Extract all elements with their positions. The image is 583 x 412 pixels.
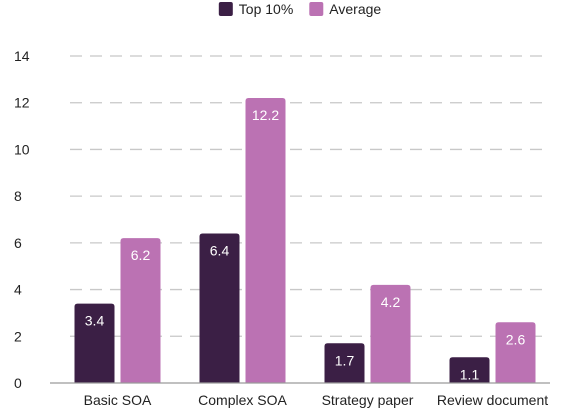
legend-label-average: Average xyxy=(329,1,381,17)
data-label-top-10-basic-soa: 3.4 xyxy=(85,313,105,329)
legend: Top 10% Average xyxy=(218,1,381,17)
legend-swatch-top-10 xyxy=(218,2,233,16)
data-label-average-review-document: 2.6 xyxy=(506,331,526,347)
bar-average-complex-soa xyxy=(245,98,286,384)
data-label-average-strategy-paper: 4.2 xyxy=(381,294,401,310)
bar-top-10-strategy-paper xyxy=(324,343,365,383)
y-tick-label-4: 4 xyxy=(14,282,22,298)
y-tick-label-6: 6 xyxy=(14,235,22,251)
bar-top-10-basic-soa xyxy=(74,303,115,383)
x-tick-label-strategy-paper: Strategy paper xyxy=(322,392,414,408)
x-axis: Basic SOA Complex SOA Strategy paper Review… xyxy=(50,382,550,408)
y-tick-label-14: 14 xyxy=(14,48,30,64)
y-axis: 0 2 4 6 8 10 12 14 xyxy=(14,48,30,391)
bar-average-review-document xyxy=(495,322,536,383)
legend-label-top-10: Top 10% xyxy=(239,1,293,17)
bar-average-basic-soa xyxy=(120,238,161,383)
data-label-top-10-complex-soa: 6.4 xyxy=(210,243,230,259)
data-label-top-10-strategy-paper: 1.7 xyxy=(335,352,355,368)
y-tick-label-8: 8 xyxy=(14,188,22,204)
data-label-top-10-review-document: 1.1 xyxy=(460,366,480,382)
bars: 3.4 6.2 6.4 12.2 1.7 4.2 1.1 2.6 xyxy=(74,98,536,384)
y-tick-label-0: 0 xyxy=(14,375,22,391)
x-tick-label-complex-soa: Complex SOA xyxy=(198,392,287,408)
data-label-average-basic-soa: 6.2 xyxy=(131,247,151,263)
y-tick-label-12: 12 xyxy=(14,95,30,111)
y-tick-label-10: 10 xyxy=(14,141,30,157)
bar-top-10-complex-soa xyxy=(199,233,240,383)
data-label-average-complex-soa: 12.2 xyxy=(252,107,279,123)
bar-top-10-review-document xyxy=(449,357,490,383)
legend-item-average: Average xyxy=(309,1,381,17)
y-tick-label-2: 2 xyxy=(14,328,22,344)
legend-swatch-average xyxy=(309,2,324,16)
x-tick-label-review-document: Review document xyxy=(437,392,548,408)
bar-average-strategy-paper xyxy=(370,284,411,383)
legend-item-top-10: Top 10% xyxy=(218,1,293,17)
x-tick-label-basic-soa: Basic SOA xyxy=(84,392,152,408)
